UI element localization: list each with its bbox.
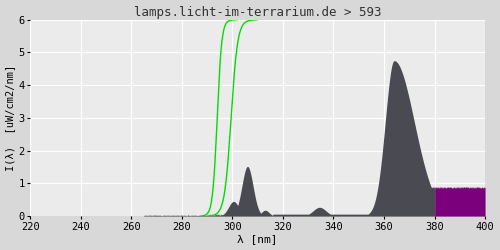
Title: lamps.licht-im-terrarium.de > 593: lamps.licht-im-terrarium.de > 593 xyxy=(134,6,382,18)
X-axis label: λ [nm]: λ [nm] xyxy=(238,234,278,244)
Y-axis label: I(λ)  [uW/cm2/nm]: I(λ) [uW/cm2/nm] xyxy=(6,65,16,171)
